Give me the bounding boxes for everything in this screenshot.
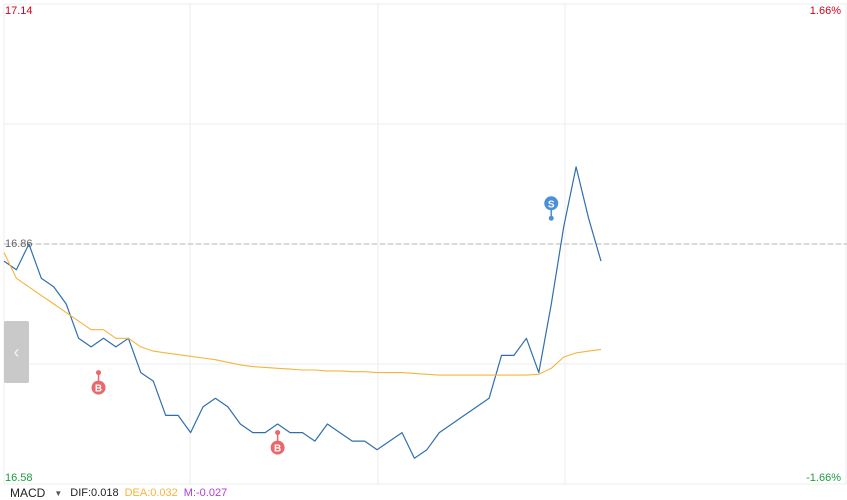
pct-high-label: 1.66% [809, 5, 841, 17]
svg-text:B: B [95, 384, 102, 395]
average-line [3, 252, 602, 376]
reference-price-label: 16.86 [5, 238, 33, 250]
pct-low-label: -1.66% [806, 472, 841, 484]
sell-marker: S [544, 196, 559, 221]
caret-down-icon: ▼ [54, 488, 63, 498]
dea-value: DEA:0.032 [124, 487, 178, 499]
series-layer [3, 166, 602, 459]
m-value: M:-0.027 [183, 487, 228, 499]
price-high-label: 17.14 [5, 5, 33, 17]
indicator-bar: MACD ▼ DIF:0.018 DEA:0.032 M:-0.027 [0, 486, 847, 500]
indicator-name: MACD [10, 486, 46, 500]
indicator-select[interactable]: MACD ▼ [0, 486, 66, 500]
price-line [3, 166, 602, 459]
svg-text:B: B [274, 444, 281, 455]
dif-value: DIF:0.018 [70, 487, 119, 499]
price-chart: B B S [3, 3, 847, 485]
svg-text:S: S [548, 199, 555, 210]
buy-marker: B [91, 370, 106, 395]
chevron-left-icon: ‹ [13, 341, 20, 362]
marker-layer: B B S [91, 196, 559, 455]
buy-marker: B [270, 430, 285, 455]
price-low-label: 16.58 [5, 472, 33, 484]
collapse-panel-button[interactable]: ‹ [4, 321, 29, 383]
